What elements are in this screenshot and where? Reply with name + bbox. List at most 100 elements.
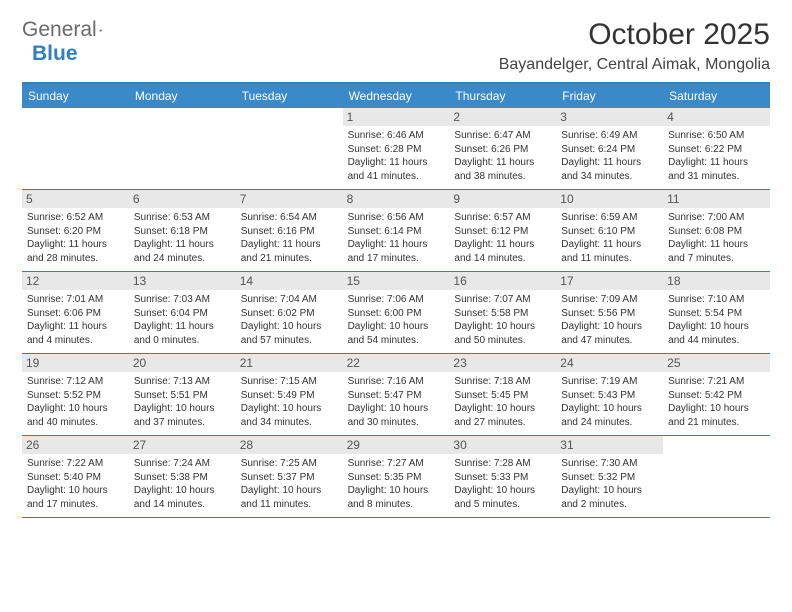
- weekday-header: Friday: [556, 84, 663, 108]
- sun-info: Sunrise: 6:57 AMSunset: 6:12 PMDaylight:…: [454, 211, 551, 265]
- sun-info: Sunrise: 6:47 AMSunset: 6:26 PMDaylight:…: [454, 129, 551, 183]
- sun-info: Sunrise: 7:28 AMSunset: 5:33 PMDaylight:…: [454, 457, 551, 511]
- day-cell: 22 Sunrise: 7:16 AMSunset: 5:47 PMDayligh…: [343, 354, 450, 435]
- day-cell: 17Sunrise: 7:09 AMSunset: 5:56 PMDayligh…: [556, 272, 663, 353]
- empty-cell: [129, 108, 236, 189]
- sun-info: Sunrise: 7:25 AMSunset: 5:37 PMDaylight:…: [241, 457, 338, 511]
- date-number: 21: [236, 354, 343, 372]
- sun-info: Sunrise: 7:13 AMSunset: 5:51 PMDaylight:…: [134, 375, 231, 429]
- empty-cell: [663, 436, 770, 517]
- week-row: 26 Sunrise: 7:22 AMSunset: 5:40 PMDayligh…: [22, 436, 770, 518]
- week-row: 12 Sunrise: 7:01 AMSunset: 6:06 PMDayligh…: [22, 272, 770, 354]
- sun-info: Sunrise: 7:10 AMSunset: 5:54 PMDaylight:…: [668, 293, 765, 347]
- day-cell: 16Sunrise: 7:07 AMSunset: 5:58 PMDayligh…: [449, 272, 556, 353]
- day-cell: 24Sunrise: 7:19 AMSunset: 5:43 PMDayligh…: [556, 354, 663, 435]
- logo-triangle-icon: [99, 21, 102, 39]
- week-row: 19Sunrise: 7:12 AMSunset: 5:52 PMDayligh…: [22, 354, 770, 436]
- logo-text-blue: Blue: [32, 42, 78, 65]
- day-cell: 6 Sunrise: 6:53 AMSunset: 6:18 PMDaylight…: [129, 190, 236, 271]
- location: Bayandelger, Central Aimak, Mongolia: [499, 56, 770, 74]
- day-cell: 23Sunrise: 7:18 AMSunset: 5:45 PMDayligh…: [449, 354, 556, 435]
- date-number: 10: [556, 190, 663, 208]
- day-cell: 2 Sunrise: 6:47 AMSunset: 6:26 PMDaylight…: [449, 108, 556, 189]
- sun-info: Sunrise: 6:56 AMSunset: 6:14 PMDaylight:…: [348, 211, 445, 265]
- sun-info: Sunrise: 7:18 AMSunset: 5:45 PMDaylight:…: [454, 375, 551, 429]
- sun-info: Sunrise: 6:46 AMSunset: 6:28 PMDaylight:…: [348, 129, 445, 183]
- day-cell: 11Sunrise: 7:00 AMSunset: 6:08 PMDayligh…: [663, 190, 770, 271]
- day-cell: 29 Sunrise: 7:27 AMSunset: 5:35 PMDayligh…: [343, 436, 450, 517]
- logo-text-blue-wrap: Blue: [32, 42, 78, 66]
- date-number: 26: [22, 436, 129, 454]
- day-cell: 27Sunrise: 7:24 AMSunset: 5:38 PMDayligh…: [129, 436, 236, 517]
- sun-info: Sunrise: 6:54 AMSunset: 6:16 PMDaylight:…: [241, 211, 338, 265]
- day-cell: 4Sunrise: 6:50 AMSunset: 6:22 PMDaylight…: [663, 108, 770, 189]
- date-number: 2: [449, 108, 556, 126]
- day-cell: 10 Sunrise: 6:59 AMSunset: 6:10 PMDayligh…: [556, 190, 663, 271]
- day-cell: 30 Sunrise: 7:28 AMSunset: 5:33 PMDayligh…: [449, 436, 556, 517]
- sun-info: Sunrise: 6:49 AMSunset: 6:24 PMDaylight:…: [561, 129, 658, 183]
- day-cell: 19Sunrise: 7:12 AMSunset: 5:52 PMDayligh…: [22, 354, 129, 435]
- sun-info: Sunrise: 7:19 AMSunset: 5:43 PMDaylight:…: [561, 375, 658, 429]
- day-cell: 28 Sunrise: 7:25 AMSunset: 5:37 PMDayligh…: [236, 436, 343, 517]
- day-cell: 3 Sunrise: 6:49 AMSunset: 6:24 PMDaylight…: [556, 108, 663, 189]
- day-cell: 14 Sunrise: 7:04 AMSunset: 6:02 PMDayligh…: [236, 272, 343, 353]
- sun-info: Sunrise: 7:27 AMSunset: 5:35 PMDaylight:…: [348, 457, 445, 511]
- weekday-header: Saturday: [663, 84, 770, 108]
- sun-info: Sunrise: 7:15 AMSunset: 5:49 PMDaylight:…: [241, 375, 338, 429]
- day-cell: 7Sunrise: 6:54 AMSunset: 6:16 PMDaylight…: [236, 190, 343, 271]
- date-number: 29: [343, 436, 450, 454]
- date-number: 25: [663, 354, 770, 372]
- date-number: 3: [556, 108, 663, 126]
- date-number: 30: [449, 436, 556, 454]
- sun-info: Sunrise: 7:03 AMSunset: 6:04 PMDaylight:…: [134, 293, 231, 347]
- date-number: 22: [343, 354, 450, 372]
- date-number: 16: [449, 272, 556, 290]
- day-cell: 18 Sunrise: 7:10 AMSunset: 5:54 PMDayligh…: [663, 272, 770, 353]
- date-number: 28: [236, 436, 343, 454]
- day-cell: 1 Sunrise: 6:46 AMSunset: 6:28 PMDaylight…: [343, 108, 450, 189]
- date-number: 27: [129, 436, 236, 454]
- day-cell: 5 Sunrise: 6:52 AMSunset: 6:20 PMDaylight…: [22, 190, 129, 271]
- day-cell: 21 Sunrise: 7:15 AMSunset: 5:49 PMDayligh…: [236, 354, 343, 435]
- date-number: 13: [129, 272, 236, 290]
- sun-info: Sunrise: 7:00 AMSunset: 6:08 PMDaylight:…: [668, 211, 765, 265]
- day-cell: 13 Sunrise: 7:03 AMSunset: 6:04 PMDayligh…: [129, 272, 236, 353]
- sun-info: Sunrise: 7:04 AMSunset: 6:02 PMDaylight:…: [241, 293, 338, 347]
- empty-cell: [22, 108, 129, 189]
- weekday-header: Tuesday: [236, 84, 343, 108]
- week-row: 5 Sunrise: 6:52 AMSunset: 6:20 PMDaylight…: [22, 190, 770, 272]
- sun-info: Sunrise: 7:21 AMSunset: 5:42 PMDaylight:…: [668, 375, 765, 429]
- sun-info: Sunrise: 6:53 AMSunset: 6:18 PMDaylight:…: [134, 211, 231, 265]
- header: General October 2025 Bayandelger, Centra…: [22, 18, 770, 74]
- date-number: 18: [663, 272, 770, 290]
- date-number: 31: [556, 436, 663, 454]
- date-number: 6: [129, 190, 236, 208]
- date-number: 14: [236, 272, 343, 290]
- sun-info: Sunrise: 7:01 AMSunset: 6:06 PMDaylight:…: [27, 293, 124, 347]
- logo: General: [22, 18, 121, 42]
- date-number: 4: [663, 108, 770, 126]
- weekday-header-row: SundayMondayTuesdayWednesdayThursdayFrid…: [22, 84, 770, 108]
- sun-info: Sunrise: 7:06 AMSunset: 6:00 PMDaylight:…: [348, 293, 445, 347]
- title-block: October 2025 Bayandelger, Central Aimak,…: [499, 18, 770, 74]
- sun-info: Sunrise: 7:16 AMSunset: 5:47 PMDaylight:…: [348, 375, 445, 429]
- day-cell: 9 Sunrise: 6:57 AMSunset: 6:12 PMDaylight…: [449, 190, 556, 271]
- date-number: 17: [556, 272, 663, 290]
- date-number: 12: [22, 272, 129, 290]
- date-number: 5: [22, 190, 129, 208]
- date-number: 8: [343, 190, 450, 208]
- date-number: 1: [343, 108, 450, 126]
- day-cell: 26 Sunrise: 7:22 AMSunset: 5:40 PMDayligh…: [22, 436, 129, 517]
- empty-cell: [236, 108, 343, 189]
- calendar: SundayMondayTuesdayWednesdayThursdayFrid…: [22, 82, 770, 518]
- date-number: 9: [449, 190, 556, 208]
- date-number: 20: [129, 354, 236, 372]
- sun-info: Sunrise: 6:59 AMSunset: 6:10 PMDaylight:…: [561, 211, 658, 265]
- weekday-header: Sunday: [22, 84, 129, 108]
- sun-info: Sunrise: 7:22 AMSunset: 5:40 PMDaylight:…: [27, 457, 124, 511]
- day-cell: 20 Sunrise: 7:13 AMSunset: 5:51 PMDayligh…: [129, 354, 236, 435]
- sun-info: Sunrise: 6:52 AMSunset: 6:20 PMDaylight:…: [27, 211, 124, 265]
- week-row: 1 Sunrise: 6:46 AMSunset: 6:28 PMDaylight…: [22, 108, 770, 190]
- date-number: 19: [22, 354, 129, 372]
- day-cell: 15Sunrise: 7:06 AMSunset: 6:00 PMDayligh…: [343, 272, 450, 353]
